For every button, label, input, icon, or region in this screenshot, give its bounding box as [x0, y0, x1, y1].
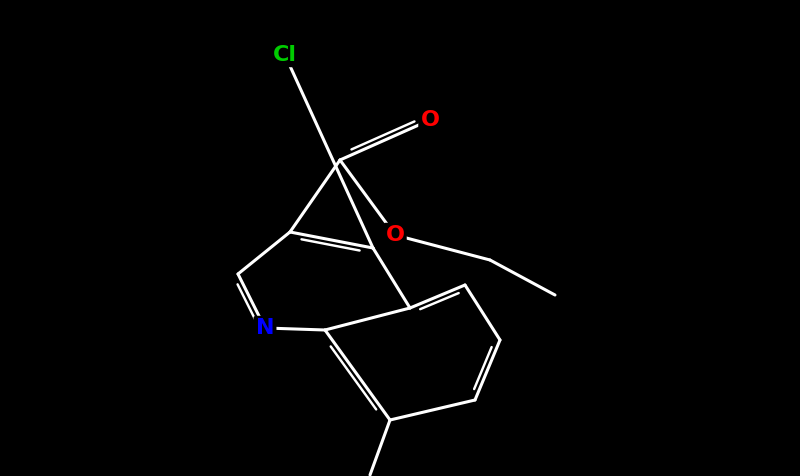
Text: Cl: Cl	[273, 45, 297, 65]
Text: O: O	[421, 110, 439, 130]
Text: O: O	[421, 110, 439, 130]
Text: N: N	[256, 318, 274, 338]
Text: Cl: Cl	[273, 45, 297, 65]
Text: O: O	[386, 225, 405, 245]
Text: N: N	[256, 318, 274, 338]
Text: O: O	[386, 225, 405, 245]
